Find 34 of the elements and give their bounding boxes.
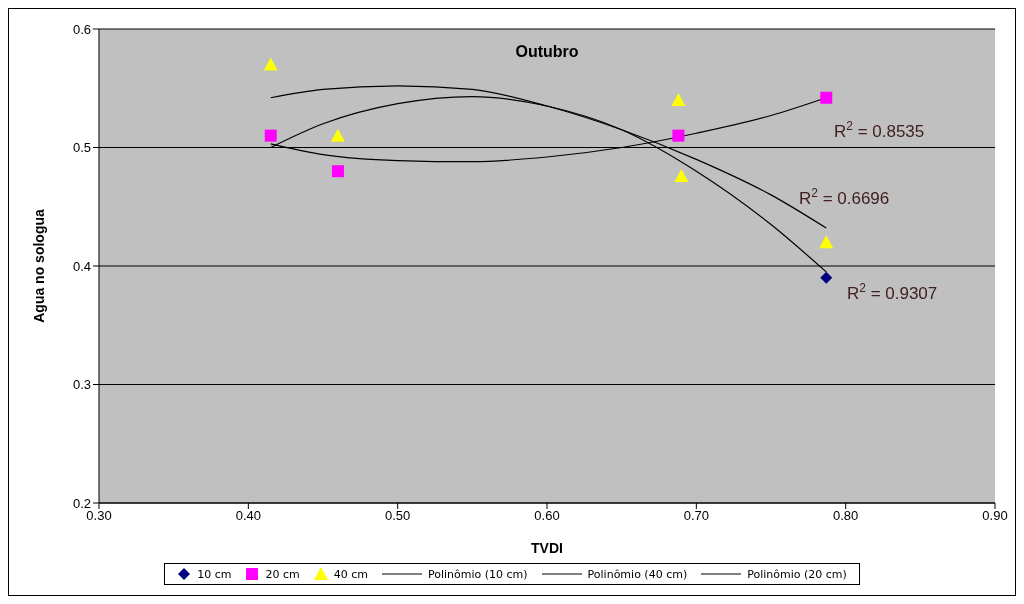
legend-label: Polinômio (40 cm) <box>587 567 688 581</box>
y-axis-title: Agua no sologua <box>30 209 47 323</box>
x-tick-label: 0.70 <box>683 508 709 524</box>
point <box>331 165 344 178</box>
x-tick-label: 0.50 <box>385 508 411 524</box>
x-tick-label: 0.60 <box>534 508 560 524</box>
x-tick-label: 0.30 <box>86 508 112 524</box>
y-tick-label: 0.3 <box>72 377 91 393</box>
annotation: R$^{2}$ = 0.6696 <box>799 186 890 208</box>
y-tick-label: 0.2 <box>72 495 91 511</box>
point <box>671 93 686 107</box>
legend-label: 10 cm <box>197 567 232 581</box>
legend-label: Polinômio (20 cm) <box>747 567 847 581</box>
point <box>264 129 277 142</box>
point <box>330 128 345 142</box>
y-tick-label: 0.4 <box>72 258 91 274</box>
point <box>674 168 689 182</box>
annotation: R$^{2}$ = 0.9307 <box>847 281 938 303</box>
legend-label: 20 cm <box>265 567 300 581</box>
point <box>672 129 685 142</box>
legend-label: Polinômio (10 cm) <box>427 567 528 581</box>
x-tick-label: 0.80 <box>833 508 859 524</box>
point <box>263 57 278 71</box>
text: Outubro <box>515 43 579 60</box>
x-tick-label: 0.90 <box>982 508 1008 524</box>
x-axis-title: TVDI <box>531 540 563 556</box>
annotation: R$^{2}$ = 0.8535 <box>834 119 925 141</box>
x-tick-label: 0.40 <box>235 508 261 524</box>
y-tick-label: 0.6 <box>72 21 91 37</box>
point <box>820 91 833 104</box>
point <box>820 271 833 284</box>
point <box>819 235 834 249</box>
legend-label: 40 cm <box>333 567 368 581</box>
y-tick-label: 0.5 <box>72 140 91 156</box>
